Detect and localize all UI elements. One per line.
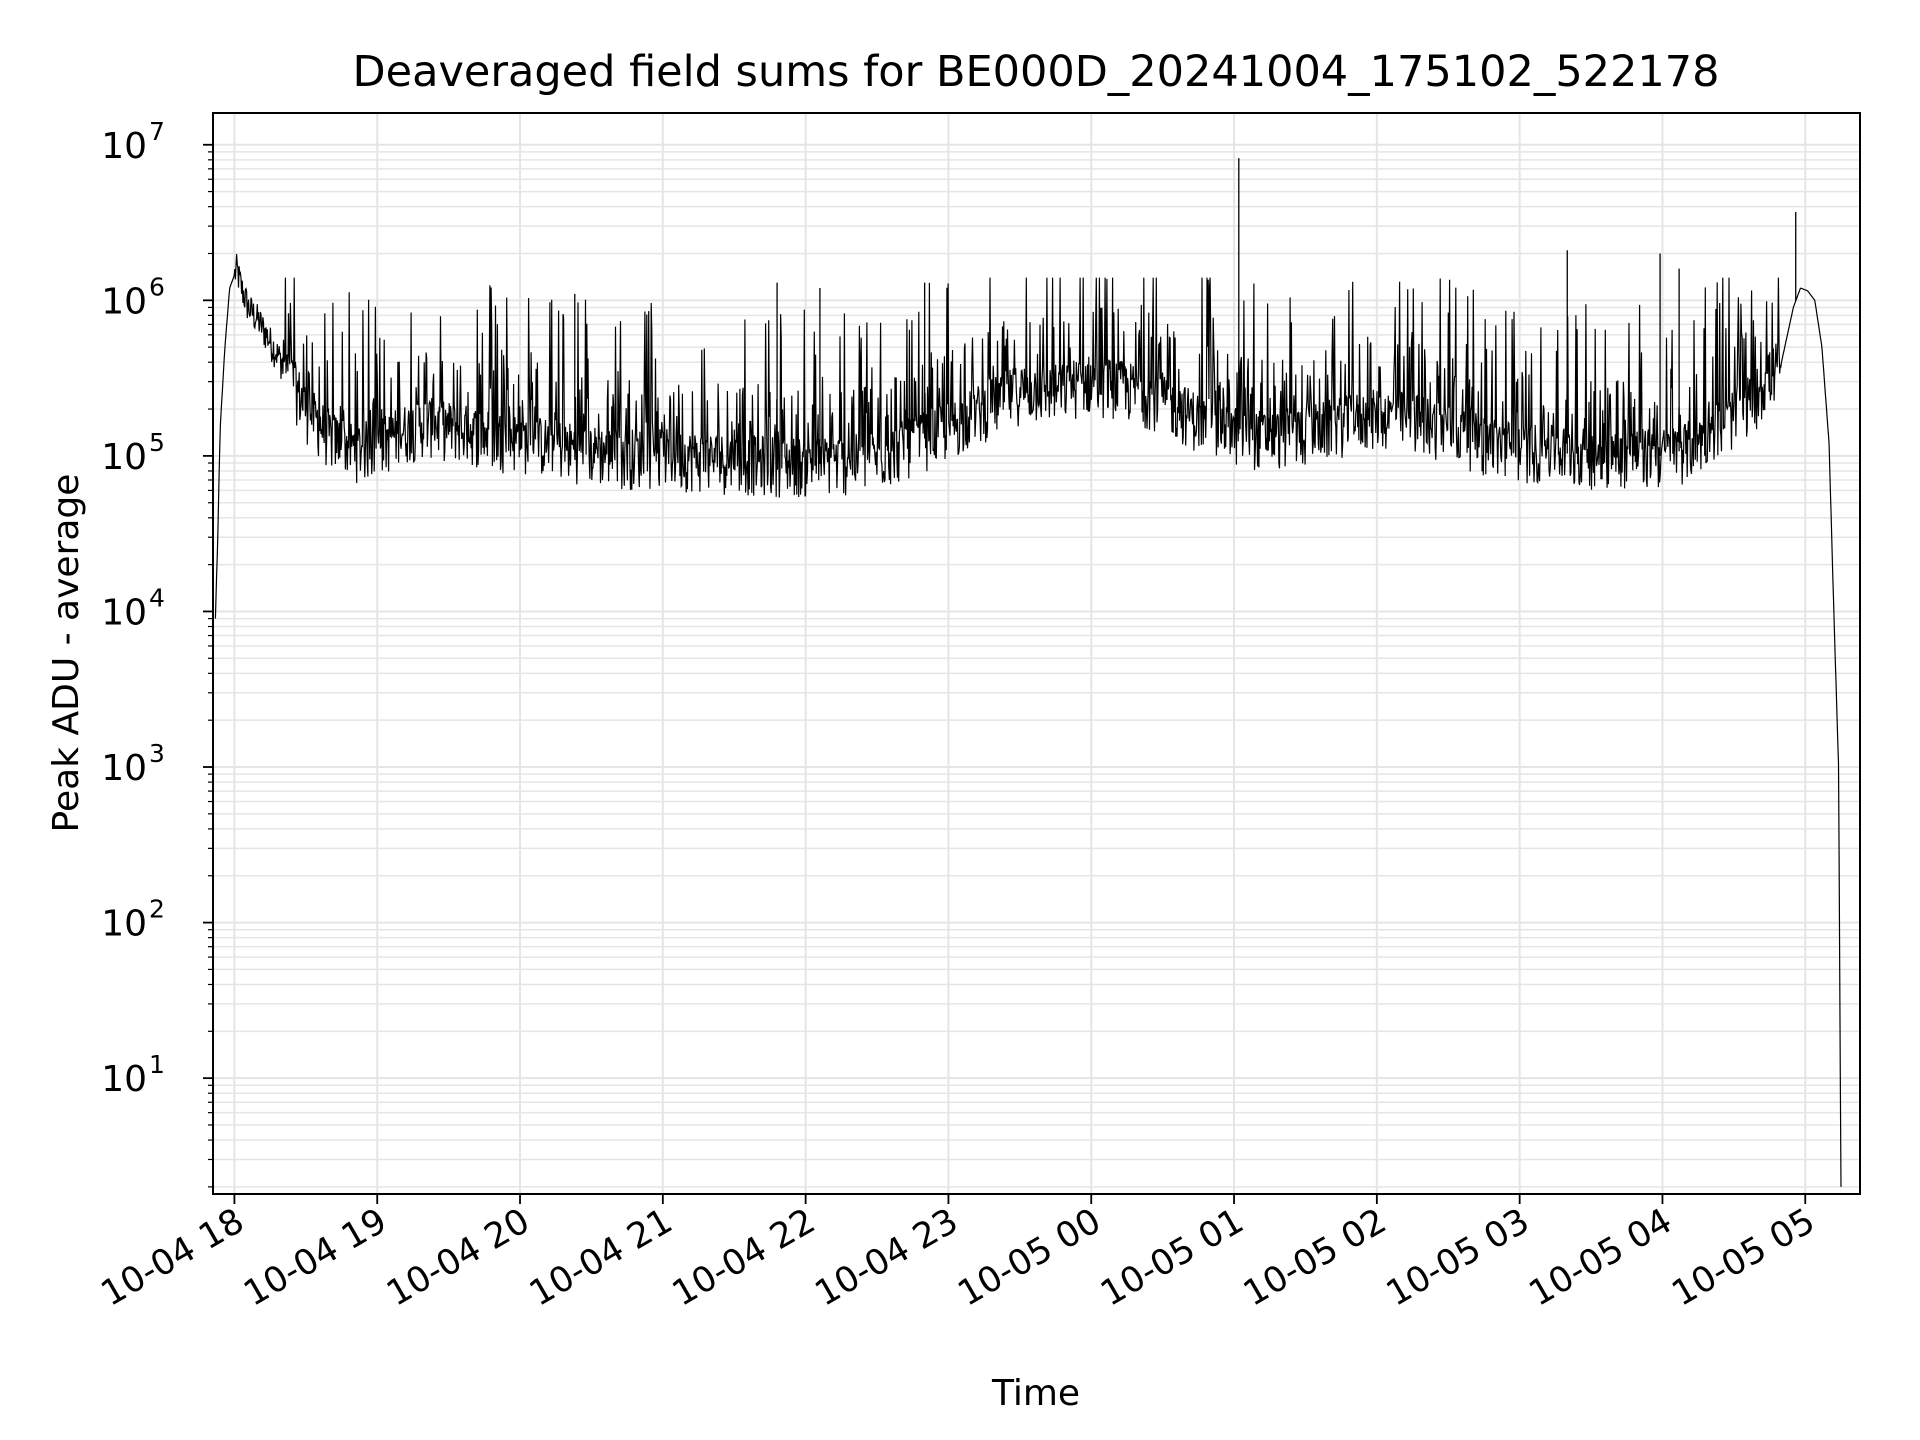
y-tick-label: 10 xyxy=(101,1059,147,1100)
y-tick-exponent: 4 xyxy=(149,583,165,612)
y-tick-exponent: 1 xyxy=(149,1050,165,1079)
y-tick-exponent: 2 xyxy=(149,895,165,924)
y-tick-exponent: 7 xyxy=(149,117,165,146)
y-tick-exponent: 3 xyxy=(149,739,165,768)
series-line xyxy=(214,253,1842,1187)
plot-frame xyxy=(212,112,1861,1195)
x-axis-label: Time xyxy=(991,1373,1080,1414)
y-tick-label: 10 xyxy=(101,904,147,945)
chart-title: Deaveraged field sums for BE000D_2024100… xyxy=(353,47,1720,97)
series-group xyxy=(214,158,1842,1187)
y-tick-exponent: 6 xyxy=(149,272,165,301)
y-tick-label: 10 xyxy=(101,437,147,478)
y-tick-label: 10 xyxy=(101,281,147,322)
y-tick-label: 10 xyxy=(101,126,147,167)
y-tick-label: 10 xyxy=(101,592,147,633)
y-tick-label: 10 xyxy=(101,748,147,789)
y-axis-label: Peak ADU - average xyxy=(46,474,87,833)
y-tick-exponent: 5 xyxy=(149,428,165,457)
y-grid xyxy=(213,143,1860,1188)
